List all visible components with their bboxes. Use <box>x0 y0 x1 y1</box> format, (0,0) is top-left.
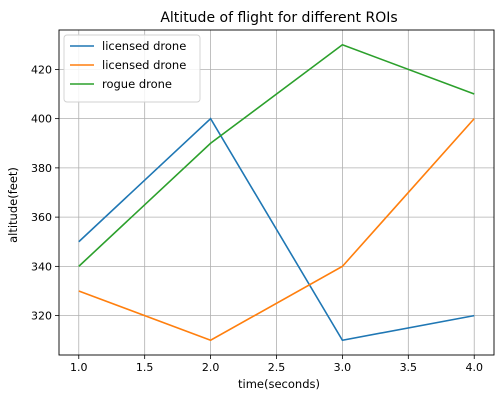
x-axis-label: time(seconds) <box>238 377 320 391</box>
series-line-1 <box>78 117 475 342</box>
y-axis-label: altitude(feet) <box>6 167 20 243</box>
x-tick-label: 3.0 <box>334 361 352 374</box>
x-tick-label: 2.5 <box>268 361 286 374</box>
x-tick-label: 1.0 <box>70 361 88 374</box>
x-tick-label: 2.0 <box>202 361 220 374</box>
legend-label-1: licensed drone <box>102 39 186 53</box>
y-tick-label: 340 <box>31 260 52 273</box>
x-tick-label: 4.0 <box>465 361 483 374</box>
series-line-2 <box>78 118 475 342</box>
y-tick-label: 360 <box>31 211 52 224</box>
x-tick-label: 1.5 <box>136 361 154 374</box>
legend: licensed drone licensed drone rogue drone <box>63 34 201 103</box>
y-tick-label: 320 <box>31 310 52 323</box>
y-tick-label: 420 <box>31 63 52 76</box>
legend-box <box>63 34 201 103</box>
legend-label-3: rogue drone <box>102 77 172 91</box>
y-tick-label: 380 <box>31 162 52 175</box>
series-line-3 <box>78 43 475 267</box>
legend-label-2: licensed drone <box>102 58 186 72</box>
series-lines <box>78 43 475 342</box>
axis-ticks: 1.0 1.5 2.0 2.5 3.0 3.5 4.0 320 340 360 380 400 420 <box>31 63 483 374</box>
y-tick-label: 400 <box>31 113 52 126</box>
x-tick-label: 3.5 <box>400 361 418 374</box>
chart-title: Altitude of flight for different ROIs <box>160 10 397 26</box>
grid-lines <box>59 30 494 355</box>
